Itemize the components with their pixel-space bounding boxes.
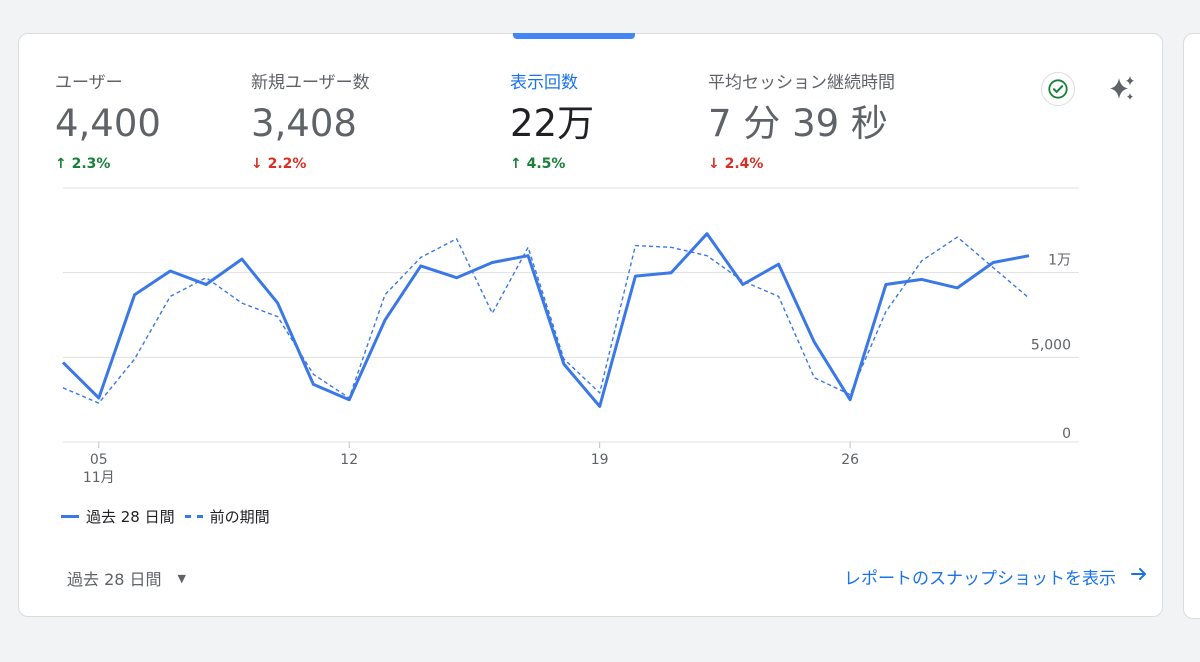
check-circle-icon[interactable] [1041,72,1075,106]
metric-users[interactable]: ユーザー 4,400 ↑ 2.3% [55,68,161,172]
x-tick-label: 05 [90,452,108,468]
metric-label: ユーザー [55,73,123,93]
metric-value: 22万 [510,102,595,145]
x-tick-sublabel: 11月 [83,470,115,486]
x-tick-label: 19 [591,452,609,468]
metric-label: 平均セッション継続時間 [708,73,895,93]
y-tick-label: 1万 [1048,253,1071,269]
metric-value: 4,400 [55,102,161,145]
snapshot-link-label: レポートのスナップショットを表示 [844,569,1116,589]
next-card-edge [1183,33,1200,619]
caret-down-icon: ▼ [177,571,187,585]
date-range-dropdown[interactable]: 過去 28 日間 ▼ [67,566,186,590]
x-tick-label: 26 [841,452,859,468]
overview-card: ユーザー 4,400 ↑ 2.3% 新規ユーザー数 3,408 ↓ 2.2% 表… [18,33,1163,617]
legend-label-current: 過去 28 日間 [86,508,175,526]
arrow-up-icon: ↑ [510,156,522,172]
metric-views[interactable]: 表示回数 22万 ↑ 4.5% [510,68,594,172]
y-tick-label: 0 [1062,426,1071,442]
legend-solid-swatch [61,515,79,518]
view-snapshot-link[interactable]: レポートのスナップショットを表示 [844,564,1148,589]
metric-delta: ↓ 2.2% [251,156,307,172]
arrow-down-icon: ↓ [708,156,720,172]
arrow-right-icon [1130,565,1148,588]
x-tick-label: 12 [340,452,358,468]
series-line-previous [62,236,1030,404]
date-range-label: 過去 28 日間 [67,570,162,589]
series-line-current [61,232,1030,408]
metric-label: 表示回数 [510,73,578,93]
legend-label-previous: 前の期間 [209,508,270,526]
metric-new-users[interactable]: 新規ユーザー数 3,408 ↓ 2.2% [251,68,370,172]
metric-value: 3,408 [251,102,357,145]
metric-value: 7 分 39 秒 [708,102,888,145]
selected-tab-indicator [513,33,635,39]
metric-delta: ↑ 4.5% [510,156,566,172]
arrow-up-icon: ↑ [55,156,67,172]
metric-avg-session[interactable]: 平均セッション継続時間 7 分 39 秒 ↓ 2.4% [708,68,895,172]
y-tick-label: 5,000 [1031,337,1071,353]
arrow-down-icon: ↓ [251,156,263,172]
sparkle-icon[interactable] [1105,72,1139,106]
legend-dashed-swatch [184,515,203,518]
metric-delta: ↓ 2.4% [708,156,764,172]
metric-label: 新規ユーザー数 [251,73,370,93]
metric-delta: ↑ 2.3% [55,156,111,172]
chart-legend: 過去 28 日間 前の期間 [61,506,270,527]
views-line-chart: 05,0001万1.5万0511月121926 [61,187,1079,486]
